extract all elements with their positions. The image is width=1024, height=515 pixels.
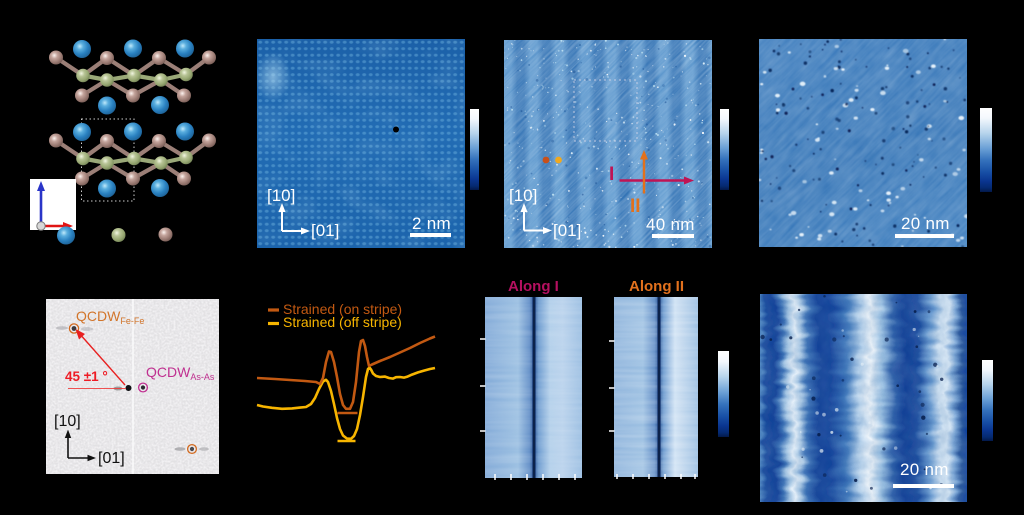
svg-text:Strained (on stripe): Strained (on stripe) — [283, 301, 402, 317]
svg-text:I: I — [609, 164, 614, 185]
svg-text:[01]: [01] — [98, 450, 125, 467]
svg-text:Strained (off stripe): Strained (off stripe) — [283, 314, 402, 330]
svg-text:[10]: [10] — [54, 413, 81, 430]
svg-text:II: II — [630, 196, 641, 217]
svg-text:45 ±1 °: 45 ±1 ° — [65, 369, 108, 384]
